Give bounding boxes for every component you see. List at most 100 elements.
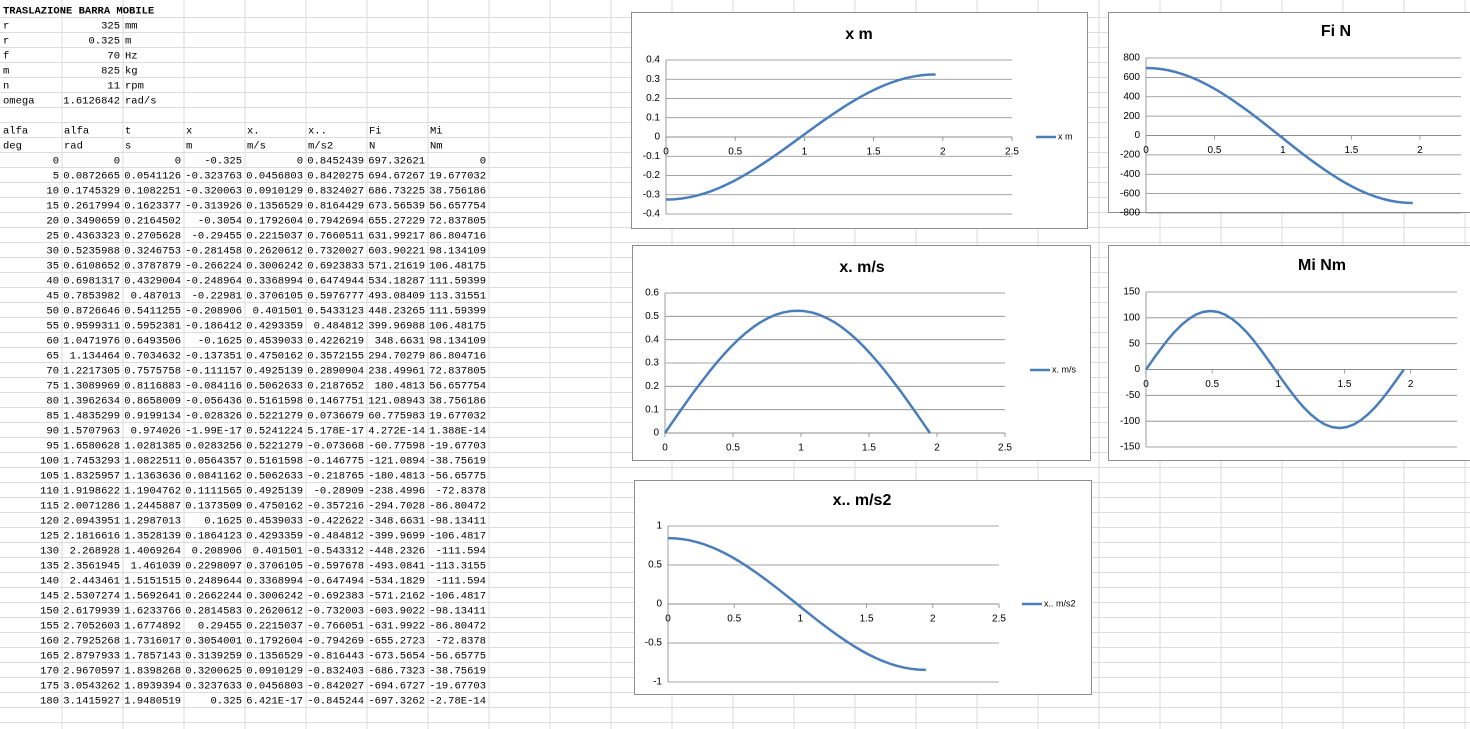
data-cell: 1.8325957 [63, 470, 120, 482]
data-cell: 0.2890904 [307, 365, 364, 377]
data-cell: 60.775983 [368, 410, 425, 422]
data-cell: 113.31551 [429, 290, 486, 302]
data-cell: 2.6179939 [63, 605, 120, 617]
x-tick-label: 2 [930, 614, 936, 625]
data-cell: -0.794269 [307, 635, 364, 647]
y-tick-label: 0.3 [646, 74, 660, 85]
y-tick-label: -0.4 [643, 209, 661, 220]
data-cell: 0.5235988 [63, 245, 120, 257]
data-cell: 0.3368994 [246, 275, 303, 287]
legend-label: x m [1058, 131, 1073, 141]
y-tick-label: 0.2 [646, 93, 660, 104]
series-line [667, 536, 926, 672]
data-cell: 19.677032 [429, 170, 486, 182]
data-cell: 170 [40, 665, 59, 677]
data-cell: 1.0281385 [124, 440, 181, 452]
data-cell: -121.0894 [368, 455, 425, 467]
data-cell: 0.4226219 [307, 335, 364, 347]
data-cell: 56.657754 [429, 200, 486, 212]
data-cell: 35 [46, 260, 59, 272]
data-cell: 86.804716 [429, 350, 486, 362]
header-cell: m/s [247, 140, 266, 152]
data-cell: 3.1415927 [63, 695, 120, 707]
data-cell: 0.3706105 [246, 290, 303, 302]
data-cell: 697.32621 [368, 155, 425, 167]
data-cell: -38.75619 [429, 665, 486, 677]
y-tick-label: 200 [1123, 111, 1140, 122]
data-cell: 111.59399 [429, 275, 486, 287]
x-tick-label: 2 [934, 443, 940, 454]
data-cell: -0.137351 [185, 350, 242, 362]
data-cell: 0.1864123 [185, 530, 242, 542]
x-tick-label: 1.5 [1344, 145, 1358, 156]
data-cell: 0.0841162 [185, 470, 242, 482]
data-cell: 0.7320027 [307, 245, 364, 257]
data-cell: 0.5976777 [307, 290, 364, 302]
param-cell: kg [125, 65, 138, 77]
data-cell: 2.268928 [70, 545, 120, 557]
x-tick-label: 0.5 [726, 443, 740, 454]
data-cell: 0.4539033 [246, 515, 303, 527]
data-cell: 0.7034632 [124, 350, 181, 362]
x-tick-label: 2 [1408, 379, 1414, 390]
data-cell: 0.6108652 [63, 260, 120, 272]
data-cell: 38.756186 [429, 395, 486, 407]
data-cell: -0.832403 [307, 665, 364, 677]
data-cell: 1.1904762 [124, 485, 181, 497]
x-tick-label: 2 [1417, 145, 1423, 156]
y-tick-label: 400 [1123, 91, 1140, 102]
y-tick-label: -800 [1120, 208, 1140, 219]
data-cell: 0.3006242 [246, 260, 303, 272]
header-cell: x [186, 125, 192, 137]
data-cell: 95 [46, 440, 59, 452]
data-cell: 120 [40, 515, 59, 527]
data-cell: 1.6580628 [63, 440, 120, 452]
data-cell: 0.3139259 [185, 650, 242, 662]
x-tick-label: 0 [663, 147, 669, 158]
data-cell: 0.1111565 [185, 485, 242, 497]
data-cell: -0.692383 [307, 590, 364, 602]
series-line [665, 73, 936, 201]
data-cell: 0.1792604 [246, 635, 303, 647]
data-cell: -86.80472 [429, 620, 486, 632]
data-cell: 0.5241224 [246, 425, 303, 437]
data-cell: 15 [46, 200, 59, 212]
param-cell: 70 [107, 50, 120, 62]
y-tick-label: -1 [653, 677, 662, 688]
data-cell: 145 [40, 590, 59, 602]
data-cell: 1.7316017 [124, 635, 181, 647]
data-cell: 98.134109 [429, 335, 486, 347]
data-cell: 65 [46, 350, 59, 362]
data-cell: 1.4069264 [124, 545, 181, 557]
data-cell: 2.3561945 [63, 560, 120, 572]
data-cell: 0.7660511 [307, 230, 364, 242]
data-cell: -98.13411 [429, 605, 486, 617]
data-cell: 111.59399 [429, 305, 486, 317]
data-cell: 603.90221 [368, 245, 425, 257]
data-cell: -111.594 [436, 575, 486, 587]
data-cell: -448.2326 [368, 545, 425, 557]
data-cell: 0.4293359 [246, 320, 303, 332]
header-cell: t [125, 125, 131, 137]
data-cell: 130 [40, 545, 59, 557]
param-cell: rpm [125, 80, 144, 92]
param-cell: mm [125, 20, 138, 32]
legend-label: x. m/s [1052, 364, 1076, 374]
data-cell: 0.4750162 [246, 500, 303, 512]
data-cell: 85 [46, 410, 59, 422]
data-cell: 0.1792604 [246, 215, 303, 227]
data-cell: 694.67267 [368, 170, 425, 182]
param-cell: m [125, 35, 131, 47]
y-tick-label: 0.4 [646, 55, 660, 66]
data-cell: 1.4835299 [63, 410, 120, 422]
data-cell: 0.325 [210, 695, 242, 707]
data-cell: -399.9699 [368, 530, 425, 542]
data-cell: -686.7323 [368, 665, 425, 677]
data-cell: 0.8116883 [124, 380, 181, 392]
data-cell: -0.3054 [198, 215, 242, 227]
data-cell: 150 [40, 605, 59, 617]
data-cell: -0.313926 [185, 200, 242, 212]
y-tick-label: 800 [1123, 53, 1140, 64]
data-cell: 110 [40, 485, 59, 497]
series-line [1144, 309, 1405, 430]
